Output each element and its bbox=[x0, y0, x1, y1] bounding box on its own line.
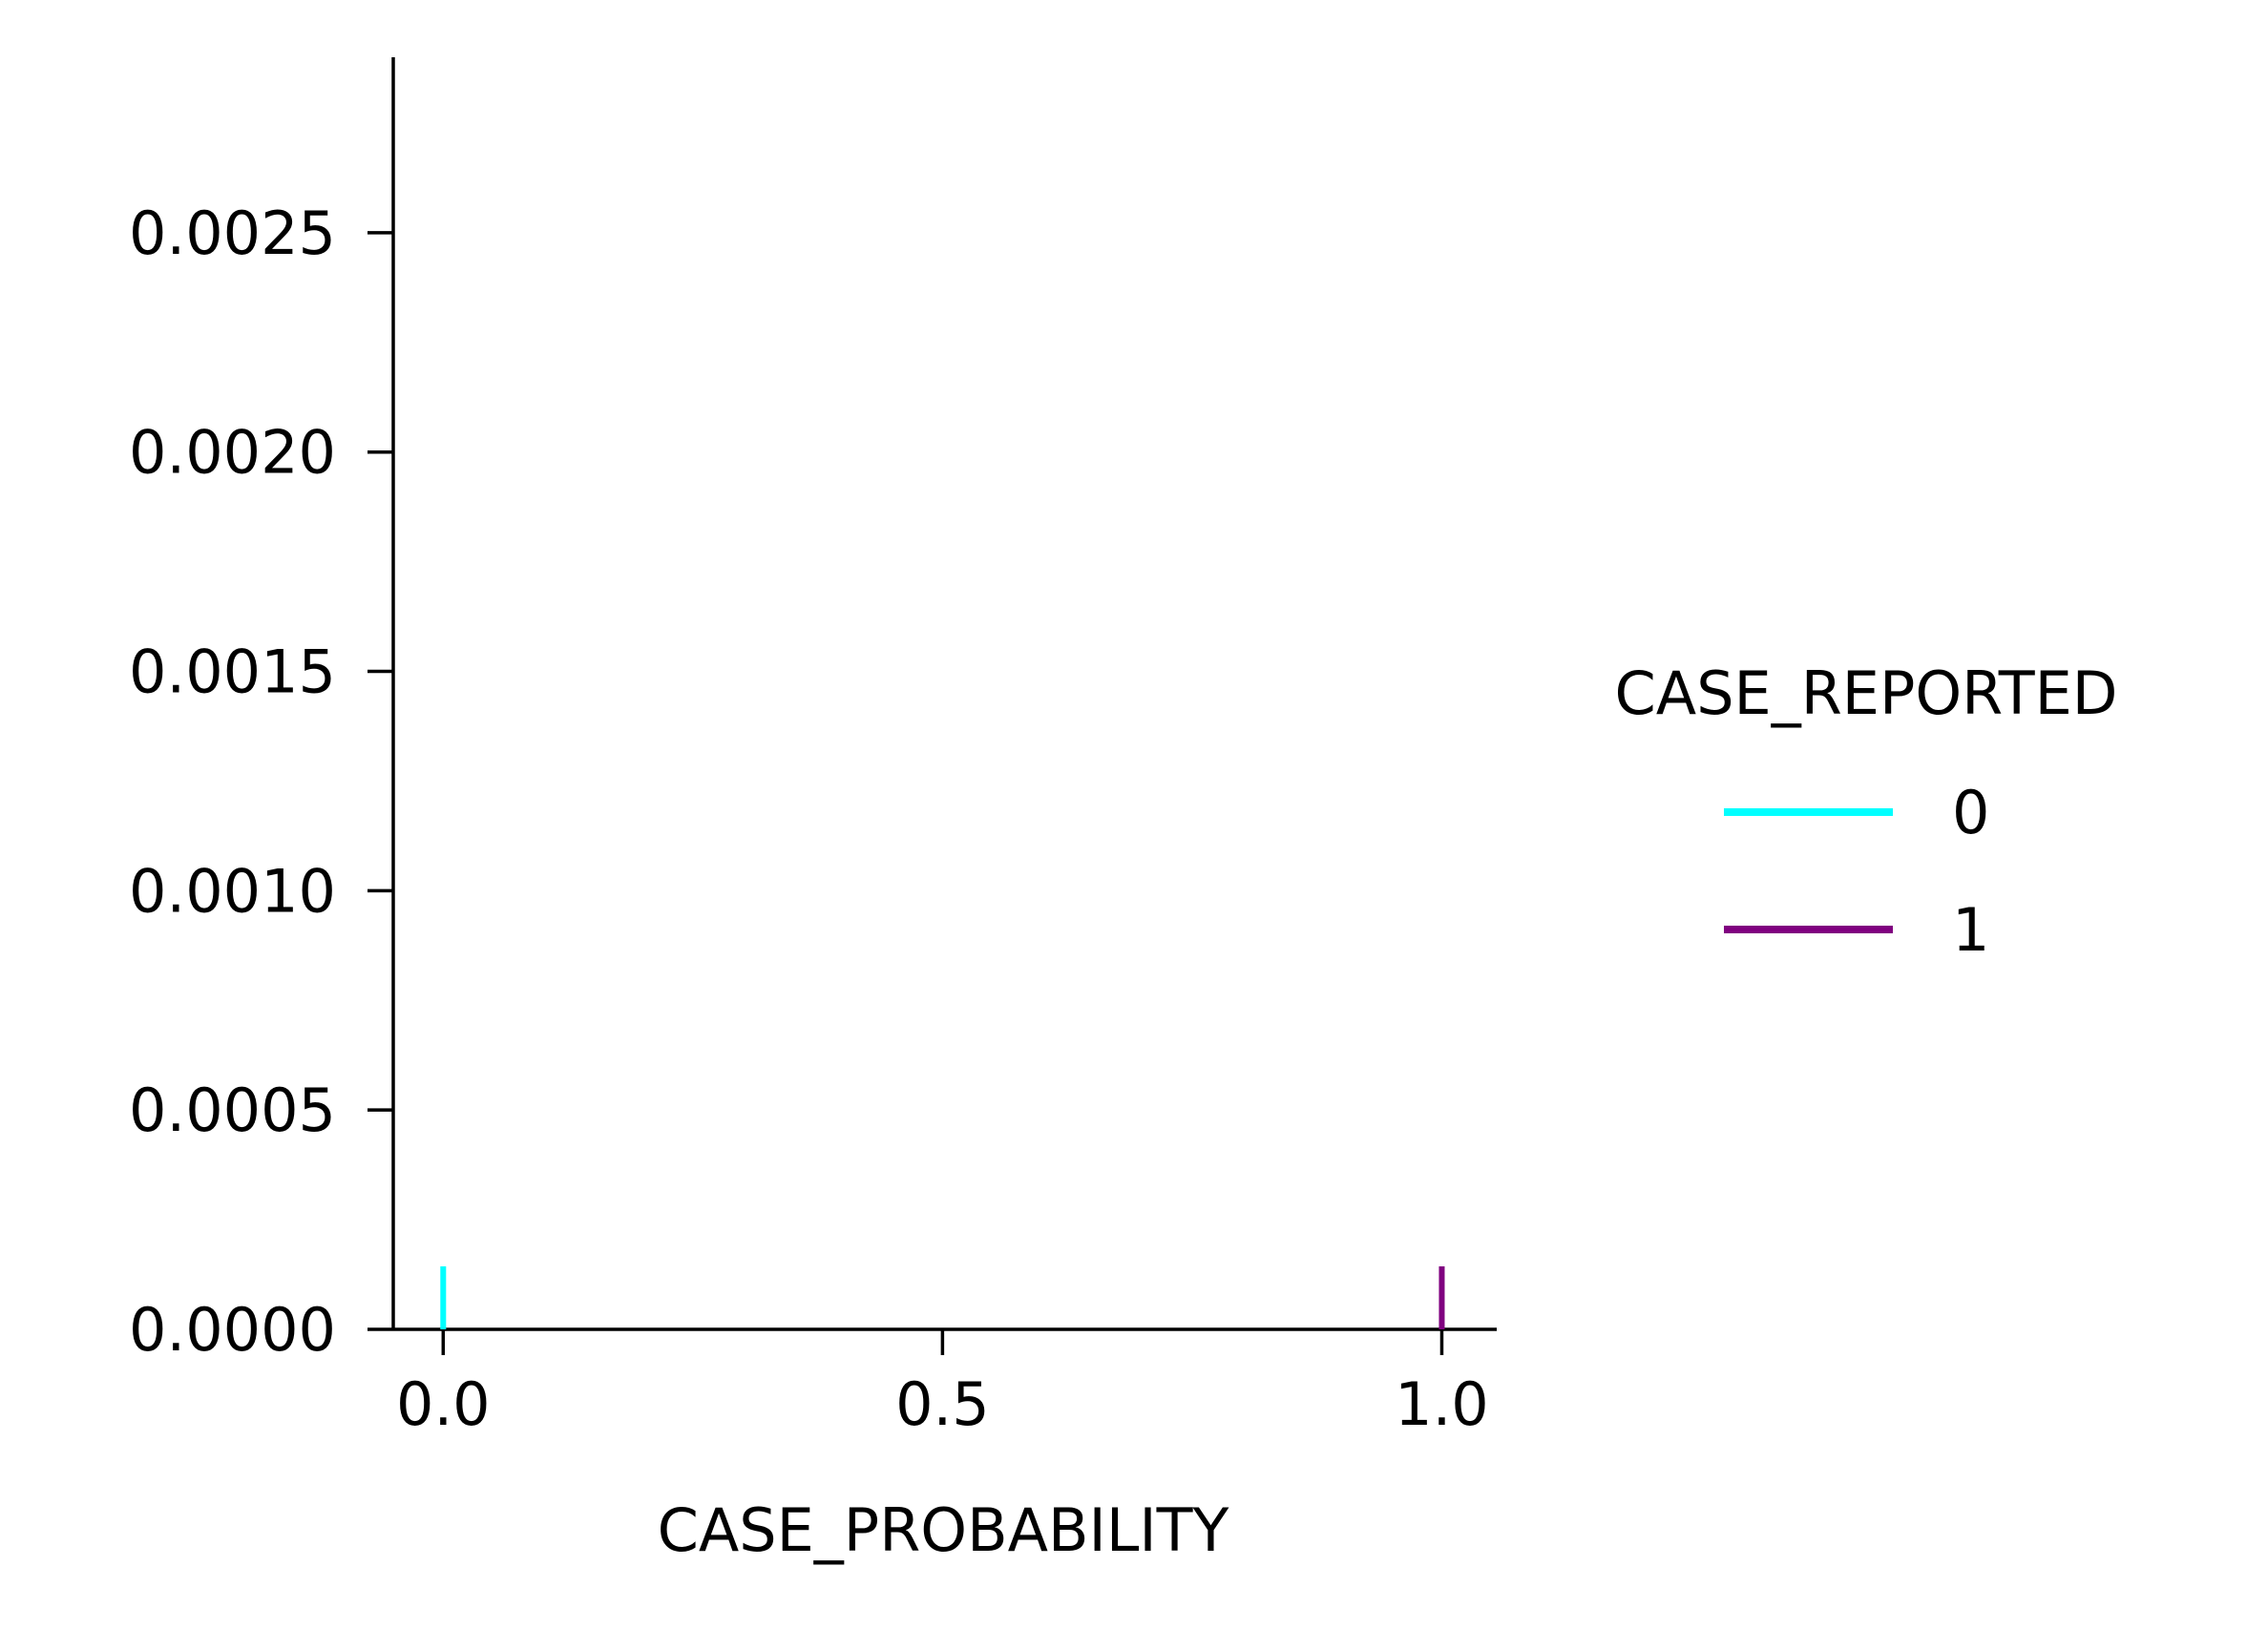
x-axis-title: CASE_PROBABILITY bbox=[658, 1495, 1229, 1565]
marks-layer bbox=[440, 1266, 1445, 1329]
legend: CASE_REPORTED 01 bbox=[1614, 658, 2117, 965]
y-tick-label-4: 0.0020 bbox=[129, 418, 336, 488]
y-tick-label-3: 0.0015 bbox=[129, 637, 336, 707]
y-tick-label-1: 0.0005 bbox=[129, 1076, 336, 1145]
y-tick-label-2: 0.0010 bbox=[129, 856, 336, 926]
axes-layer: 0.0000 0.0005 0.0010 0.0015 0.0020 0.0025 0.0 0… bbox=[129, 57, 1497, 1439]
x-tick-label-1: 0.5 bbox=[895, 1369, 990, 1439]
legend-title: CASE_REPORTED bbox=[1614, 658, 2117, 728]
x-tick-label-2: 1.0 bbox=[1395, 1369, 1489, 1439]
legend-label-1: 1 bbox=[1952, 895, 1989, 965]
x-tick-label-0: 0.0 bbox=[396, 1369, 491, 1439]
y-tick-label-0: 0.0000 bbox=[129, 1295, 336, 1365]
legend-label-0: 0 bbox=[1952, 778, 1989, 847]
legend-items: 01 bbox=[1724, 778, 1989, 965]
y-tick-label-5: 0.0025 bbox=[129, 198, 336, 268]
